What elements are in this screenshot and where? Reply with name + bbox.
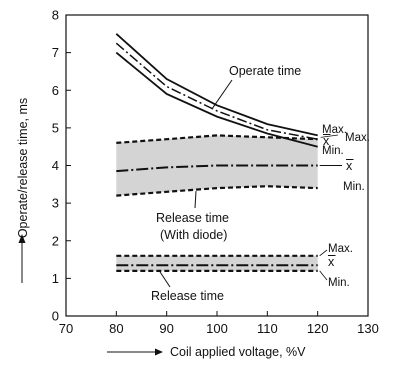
- label-bg: [222, 60, 327, 80]
- series-line-min: [116, 185, 318, 197]
- ticks-layer: 70 80 90 100 110 120 130 0 1 2 3 4 5 6 7 8: [52, 8, 379, 337]
- legend-mean-label: x: [346, 159, 353, 173]
- series-line-mean: [115, 42, 318, 140]
- y-tick-label: 5: [52, 120, 59, 135]
- operate-leader: [320, 134, 339, 138]
- diode-release-leader: [194, 191, 197, 209]
- operate-min-label: Min.: [322, 145, 344, 157]
- label-bg: [145, 286, 245, 304]
- release-max-label: Max.: [328, 243, 353, 255]
- band-fill: [116, 255, 318, 271]
- series-line-max: [115, 33, 318, 137]
- x-tick-label: 100: [206, 321, 228, 336]
- y-tick-label: 1: [52, 271, 59, 286]
- legend-mean-label: x: [323, 134, 330, 148]
- operate-max-label: Max.: [322, 124, 347, 136]
- release-time-leader: [159, 271, 171, 288]
- release-time-label: Release time: [151, 289, 224, 303]
- bands-layer: [116, 135, 318, 271]
- y-tick-label: 7: [52, 45, 59, 60]
- label-bg: [144, 207, 246, 243]
- x-axis-label: Coil applied voltage, %V: [170, 345, 306, 359]
- y-tick-label: 0: [52, 309, 59, 324]
- operate-time-leader: [211, 79, 233, 110]
- series-lines-layer: [115, 33, 318, 272]
- y-tick-label: 6: [52, 83, 59, 98]
- y-tick-label: 8: [52, 8, 59, 23]
- x-axis-arrow: [107, 348, 163, 356]
- x-tick-label: 110: [257, 321, 278, 336]
- diode-max-label: Max.: [345, 132, 370, 144]
- y-tick-label: 3: [52, 196, 59, 211]
- y-axis-label: Operate/release time, ms: [16, 98, 30, 238]
- x-tick-label: 80: [109, 321, 123, 336]
- x-tick-label: 130: [357, 321, 379, 336]
- series-line-mean: [116, 164, 318, 173]
- x-tick-label: 70: [59, 321, 73, 336]
- x-tick-label: 90: [159, 321, 173, 336]
- y-axis-arrow: [18, 234, 26, 283]
- x-tick-label: 120: [307, 321, 329, 336]
- diode-min-label: Min.: [343, 181, 365, 193]
- y-tick-label: 2: [52, 233, 59, 248]
- y-tick-label: 4: [52, 158, 59, 173]
- legend-mean-label: x: [328, 255, 335, 269]
- release-min-label: Min.: [328, 277, 350, 289]
- operate-time-label: Operate time: [229, 64, 301, 78]
- diode-release-label-2: (With diode): [160, 228, 227, 242]
- release-max-leader: [319, 249, 328, 257]
- diode-release-label-1: Release time: [156, 211, 229, 225]
- release-min-leader: [319, 270, 328, 281]
- series-line-max: [116, 134, 318, 144]
